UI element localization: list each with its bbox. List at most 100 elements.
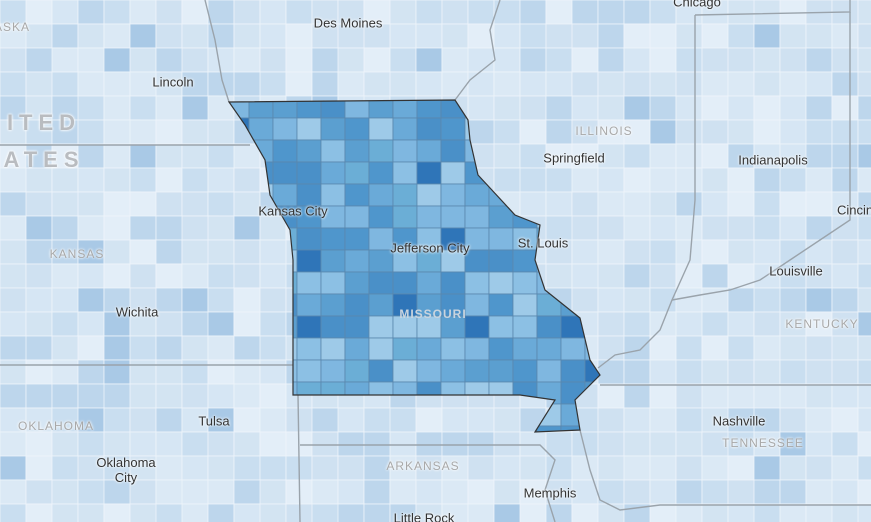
county [320, 161, 346, 185]
county [320, 249, 346, 273]
county [0, 263, 27, 289]
county [675, 287, 703, 313]
county [389, 455, 417, 481]
county [597, 191, 625, 217]
city-label: Little Rock [393, 510, 455, 522]
county [259, 359, 287, 385]
county [857, 143, 871, 169]
county [259, 431, 287, 457]
county [623, 239, 651, 265]
county [311, 0, 339, 25]
county [441, 23, 469, 49]
county [623, 215, 651, 241]
city-label: Kansas City [258, 203, 328, 219]
county [727, 95, 755, 121]
county [701, 0, 729, 25]
county [77, 359, 105, 385]
county [675, 215, 703, 241]
county [857, 263, 871, 289]
county [857, 311, 871, 337]
county [560, 337, 586, 361]
county [51, 23, 79, 49]
county [344, 183, 370, 207]
county [831, 23, 859, 49]
county [129, 143, 157, 169]
county [25, 0, 53, 25]
county [233, 455, 261, 481]
county [181, 479, 209, 505]
county [233, 167, 261, 193]
county [831, 263, 859, 289]
county [25, 287, 53, 313]
county [392, 271, 418, 295]
county [77, 311, 105, 337]
county [675, 359, 703, 385]
county [389, 479, 417, 505]
county [779, 455, 807, 481]
county [441, 407, 469, 433]
county [259, 383, 287, 409]
county [440, 359, 466, 383]
county [623, 455, 651, 481]
county [296, 249, 322, 273]
county [77, 455, 105, 481]
county [181, 455, 209, 481]
county [337, 71, 365, 97]
county [103, 215, 131, 241]
county [753, 479, 781, 505]
county [779, 335, 807, 361]
county [831, 95, 859, 121]
county [571, 287, 599, 313]
county [831, 287, 859, 313]
county [389, 23, 417, 49]
county [571, 47, 599, 73]
county [0, 503, 27, 522]
county [519, 503, 547, 522]
county [103, 263, 131, 289]
county [519, 143, 547, 169]
county [181, 383, 209, 409]
county [285, 23, 313, 49]
county [805, 431, 833, 457]
county [805, 143, 833, 169]
county [493, 95, 521, 121]
county [805, 191, 833, 217]
country-label: ITED [6, 110, 82, 135]
county [467, 455, 495, 481]
county [440, 271, 466, 295]
county [233, 359, 261, 385]
county [129, 119, 157, 145]
city-label: Lincoln [152, 74, 194, 90]
county [857, 191, 871, 217]
county [344, 161, 370, 185]
county [0, 311, 27, 337]
county [727, 191, 755, 217]
county [649, 383, 677, 409]
county [51, 503, 79, 522]
county [207, 503, 235, 522]
border [454, 0, 501, 101]
county [103, 167, 131, 193]
county [441, 71, 469, 97]
county [441, 479, 469, 505]
county [779, 95, 807, 121]
county [467, 0, 495, 25]
county [649, 263, 677, 289]
county [857, 431, 871, 457]
county [233, 191, 261, 217]
county [597, 0, 625, 25]
county [467, 407, 495, 433]
state-label: ASKA [0, 20, 31, 34]
county [805, 119, 833, 145]
county [392, 359, 418, 383]
county [0, 479, 27, 505]
county [155, 455, 183, 481]
county [77, 95, 105, 121]
county [181, 431, 209, 457]
county [344, 139, 370, 163]
county [779, 263, 807, 289]
county [701, 167, 729, 193]
county [512, 271, 538, 295]
county [259, 47, 287, 73]
county [415, 71, 443, 97]
